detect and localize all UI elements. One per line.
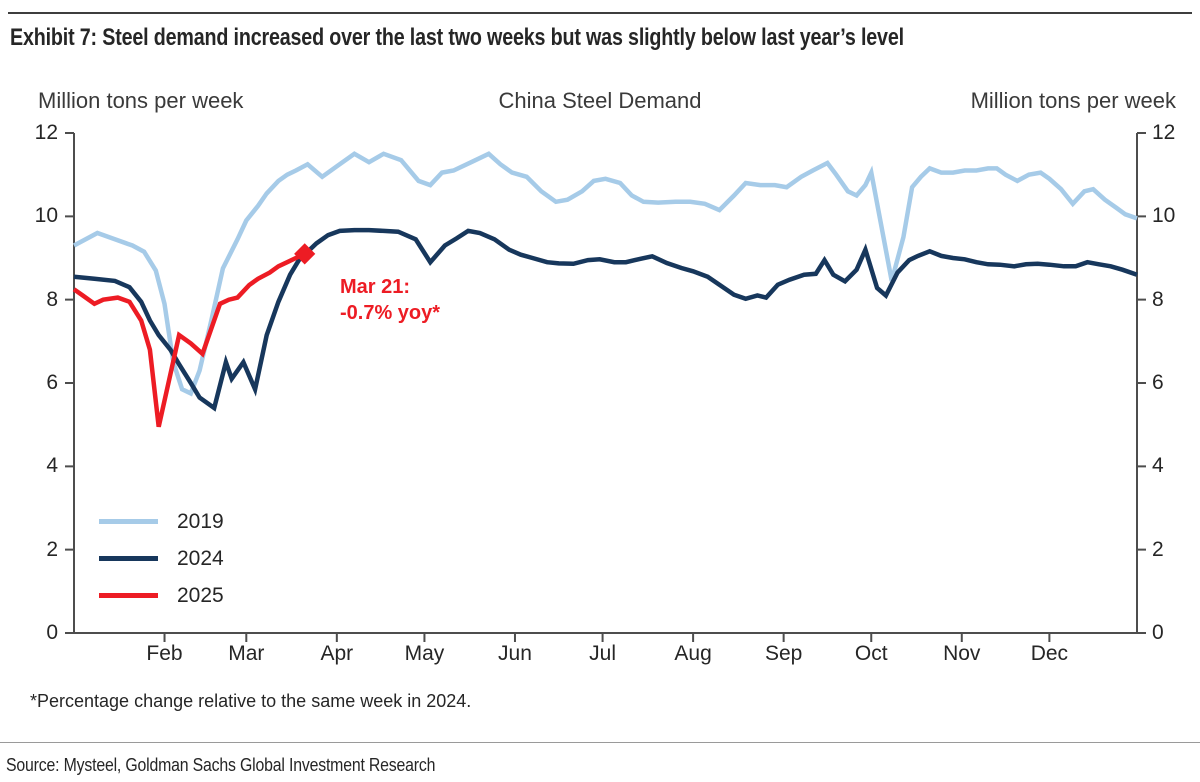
- x-tick-label-apr: Apr: [320, 642, 354, 665]
- annotation-line1: Mar 21:: [340, 276, 411, 298]
- legend-label-2019: 2019: [177, 509, 224, 533]
- y-tick-label-4: 4: [1152, 454, 1164, 478]
- x-tick-label-jun: Jun: [498, 642, 532, 665]
- y-tick-label-8: 8: [1152, 287, 1164, 311]
- top-divider: [8, 12, 1192, 14]
- y-tick-label-6: 6: [1152, 371, 1164, 394]
- legend-swatch-2024: [99, 556, 158, 561]
- x-tick-label-mar: Mar: [228, 642, 265, 665]
- x-tick-label-dec: Dec: [1030, 642, 1069, 665]
- y-tick-label-10: 10: [1152, 204, 1176, 228]
- legend-item-2025: 2025: [99, 577, 224, 614]
- x-tick-label-may: May: [404, 642, 445, 665]
- y-tick-label-8: 8: [46, 287, 58, 311]
- exhibit-title: Exhibit 7: Steel demand increased over t…: [10, 24, 904, 51]
- bottom-divider: [0, 742, 1200, 743]
- footnote: *Percentage change relative to the same …: [30, 691, 472, 711]
- y-tick-label-0: 0: [1152, 621, 1164, 644]
- legend-label-2025: 2025: [177, 583, 224, 607]
- source-attribution: Source: Mysteel, Goldman Sachs Global In…: [6, 755, 436, 775]
- legend-label-2024: 2024: [177, 546, 224, 570]
- legend: 2019 2024 2025: [99, 503, 224, 614]
- y-tick-label-2: 2: [46, 537, 58, 561]
- y-tick-label-0: 0: [46, 621, 58, 644]
- y-tick-label-4: 4: [46, 454, 58, 478]
- y-tick-label-2: 2: [1152, 537, 1164, 561]
- series-line-2025: [72, 251, 306, 428]
- x-tick-label-feb: Feb: [146, 642, 183, 665]
- legend-swatch-2019: [99, 519, 158, 524]
- series-line-2019: [72, 151, 1138, 397]
- series-line-2024: [73, 227, 1138, 412]
- legend-item-2019: 2019: [99, 503, 224, 540]
- right-axis-title: Million tons per week: [970, 88, 1176, 113]
- chart-title: China Steel Demand: [498, 88, 702, 113]
- data-annotation: Mar 21: -0.7% yoy*: [340, 274, 440, 326]
- y-tick-label-12: 12: [1152, 121, 1176, 144]
- y-tick-label-10: 10: [34, 204, 58, 228]
- y-tick-label-12: 12: [34, 121, 58, 144]
- y-tick-label-6: 6: [46, 371, 58, 394]
- x-tick-label-jul: Jul: [589, 642, 616, 665]
- annotation-line2: -0.7% yoy*: [340, 302, 441, 324]
- line-chart: [65, 132, 1146, 642]
- x-tick-label-aug: Aug: [674, 642, 712, 665]
- axes-and-ticks: [65, 132, 1146, 642]
- left-axis-title: Million tons per week: [38, 88, 244, 113]
- x-tick-label-oct: Oct: [854, 642, 888, 665]
- legend-swatch-2025: [99, 593, 158, 598]
- legend-item-2024: 2024: [99, 540, 224, 577]
- x-tick-label-sep: Sep: [764, 642, 803, 665]
- x-tick-label-nov: Nov: [943, 642, 981, 665]
